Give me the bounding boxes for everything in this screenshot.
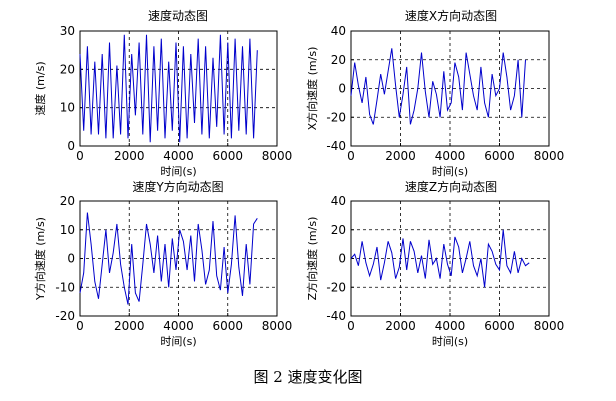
- x-tick-label: 0: [76, 149, 84, 163]
- y-axis-label: Y方向速度 (m/s): [33, 217, 47, 301]
- y-tick-label: 0: [338, 252, 346, 266]
- x-tick-label: 8000: [262, 319, 293, 333]
- x-axis-label: 时间(s): [432, 335, 468, 348]
- subplot-title: 速度Z方向动态图: [405, 179, 497, 194]
- y-tick-label: 10: [60, 223, 75, 237]
- y-tick-label: 20: [60, 194, 75, 208]
- x-tick-label: 2000: [385, 149, 416, 163]
- subplot-speed-y: 速度Y方向动态图 0 2000 4000 6000 8000 -20 -10 0 10 20 Y方向…: [33, 179, 292, 348]
- x-tick-label: 0: [347, 149, 355, 163]
- x-tick-label: 4000: [435, 319, 466, 333]
- subplot-title: 速度X方向动态图: [405, 8, 497, 23]
- y-tick-label: 20: [60, 62, 75, 76]
- y-tick-label: 10: [60, 101, 75, 115]
- x-tick-label: 8000: [534, 149, 565, 163]
- x-tick-label: 2000: [114, 319, 145, 333]
- x-tick-label: 2000: [385, 319, 416, 333]
- x-tick-label: 6000: [212, 319, 243, 333]
- y-tick-label: 40: [331, 24, 346, 38]
- subplot-title: 速度Y方向动态图: [132, 179, 223, 194]
- y-tick-label: 20: [331, 53, 346, 67]
- y-tick-label: -20: [326, 110, 346, 124]
- y-axis-label: X方向速度 (m/s): [305, 47, 319, 131]
- y-tick-label: -40: [326, 139, 346, 153]
- x-tick-label: 6000: [212, 149, 243, 163]
- x-axis-label: 时间(s): [160, 165, 196, 178]
- subplot-speed: 速度动态图 0 2000 4000 6000 8000 0 10 20 30 速度 (m/s) 时间…: [33, 8, 292, 178]
- plot-area: 0 2000 4000 6000 8000 -40 -20 0 20 40 X方向速度 (m/s) 时…: [305, 24, 564, 178]
- figure-caption: 图 2 速度变化图: [253, 368, 363, 386]
- y-tick-label: -20: [55, 309, 75, 323]
- series-line: [350, 48, 526, 125]
- x-axis-label: 时间(s): [160, 335, 196, 348]
- y-axis-label: 速度 (m/s): [33, 61, 47, 115]
- y-tick-label: 0: [67, 139, 75, 153]
- plot-area: 0 2000 4000 6000 8000 -40 -20 0 20 40 Z方向速度 (m/s) 时…: [305, 194, 564, 348]
- y-tick-label: -10: [55, 280, 75, 294]
- subplot-title: 速度动态图: [148, 8, 208, 23]
- y-tick-label: 40: [331, 194, 346, 208]
- y-tick-label: 30: [60, 24, 75, 38]
- y-tick-label: 0: [338, 82, 346, 96]
- x-tick-label: 8000: [262, 149, 293, 163]
- x-tick-label: 6000: [484, 319, 515, 333]
- y-tick-label: 0: [67, 252, 75, 266]
- x-tick-label: 2000: [114, 149, 145, 163]
- x-axis-label: 时间(s): [432, 165, 468, 178]
- x-tick-label: 0: [347, 319, 355, 333]
- y-tick-label: -40: [326, 309, 346, 323]
- y-tick-label: 20: [331, 223, 346, 237]
- x-tick-label: 0: [76, 319, 84, 333]
- subplot-speed-x: 速度X方向动态图 0 2000 4000 6000 8000 -40 -20 0 20 40 X方向…: [305, 8, 564, 178]
- plot-area: 0 2000 4000 6000 8000 -20 -10 0 10 20 Y方向速度 (m/s) 时…: [33, 194, 292, 348]
- series-line: [79, 34, 258, 143]
- y-tick-label: -20: [326, 280, 346, 294]
- y-axis-label: Z方向速度 (m/s): [305, 217, 319, 301]
- x-tick-label: 8000: [534, 319, 565, 333]
- series-line: [79, 212, 258, 305]
- plot-area: 0 2000 4000 6000 8000 0 10 20 30 速度 (m/s) 时间(s): [33, 24, 292, 178]
- series-line: [350, 229, 530, 288]
- x-tick-label: 4000: [163, 149, 194, 163]
- x-tick-label: 4000: [163, 319, 194, 333]
- x-tick-label: 4000: [435, 149, 466, 163]
- x-tick-label: 6000: [484, 149, 515, 163]
- subplot-speed-z: 速度Z方向动态图 0 2000 4000 6000 8000 -40 -20 0 20 40 Z方向…: [305, 179, 564, 348]
